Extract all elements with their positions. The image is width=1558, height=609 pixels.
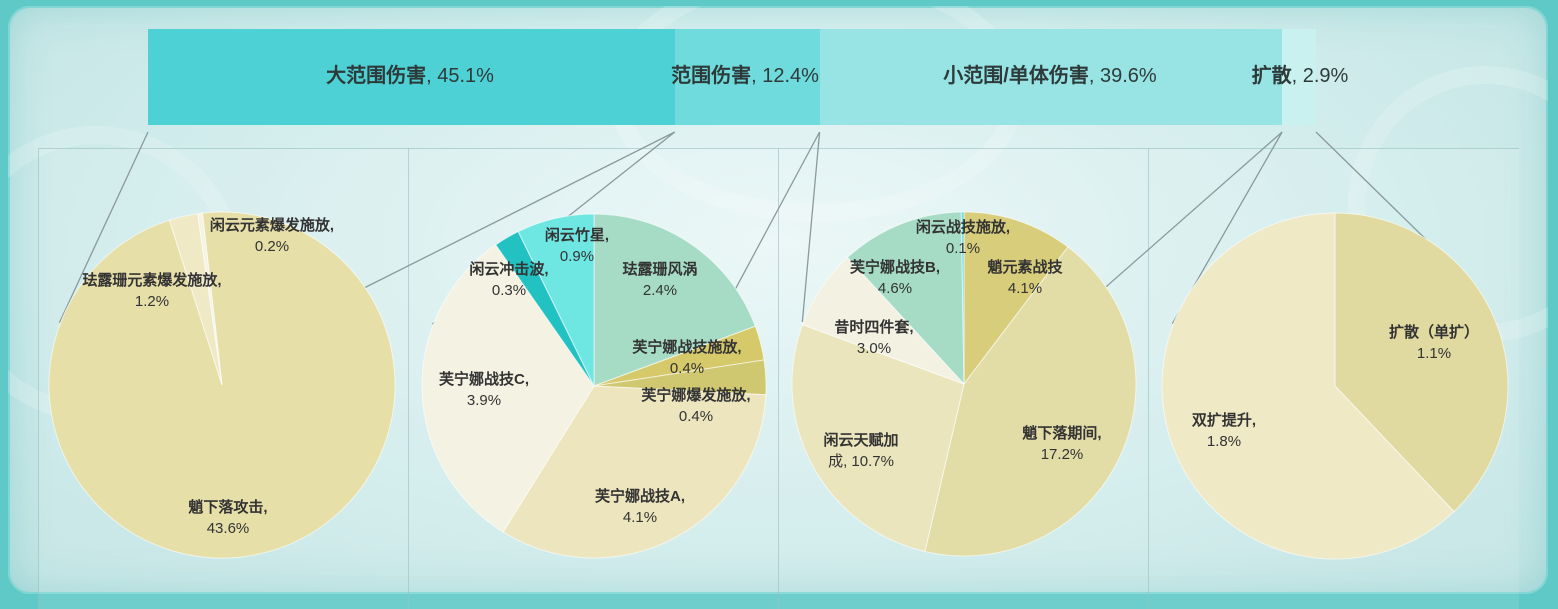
bar-segment: [819, 29, 1283, 125]
pie2-label-xianyun-shockwave: 闲云冲击波, 0.3%: [469, 261, 549, 299]
bar-segment: [674, 29, 820, 125]
pie-slice: [791, 324, 965, 553]
pie-slice: [846, 211, 965, 386]
pie3-label-xianyun-talent: 闲云天赋加 成, 10.7%: [823, 432, 899, 470]
bar-segment: [148, 29, 675, 125]
pie-swirl: [1161, 212, 1509, 560]
pie-slice: [502, 385, 767, 559]
pie4-label-double-swirl: 双扩提升, 1.8%: [1191, 412, 1257, 450]
pie2-label-furina-skill-c: 芙宁娜战技C, 3.9%: [438, 371, 529, 409]
pie-slice: [963, 211, 1069, 386]
bar-label-large-area: 大范围伤害, 45.1%: [326, 65, 494, 87]
pie-slice: [1161, 212, 1455, 560]
bar-segment: [1282, 29, 1316, 125]
pie3-label-xiao-plunge-period: 魈下落期间, 17.2%: [1022, 425, 1102, 463]
pie-small-area: [791, 211, 1137, 557]
pie2-label-furina-burst-cast: 芙宁娜爆发施放, 0.4%: [641, 387, 751, 425]
bar-label-swirl: 扩散, 2.9%: [1251, 65, 1349, 87]
pie-slice: [197, 212, 223, 386]
pie3-label-past-4pc: 昔时四件套, 3.0%: [834, 319, 914, 357]
pie1-label-xiao-plunge: 魈下落攻击, 43.6%: [188, 499, 268, 537]
pie-slice: [421, 244, 595, 533]
pie-slice: [517, 213, 595, 387]
connector-line: [1104, 131, 1283, 289]
pie2-label-faruzan-vortex: 珐露珊风涡 2.4%: [622, 261, 698, 299]
pie2-label-xianyun-star: 闲云竹星, 0.9%: [544, 227, 610, 265]
bar-label-area: 范围伤害, 12.4%: [671, 65, 819, 87]
pie1-label-xianyun-burst: 闲云元素爆发施放, 0.2%: [209, 217, 335, 255]
bar-label-small-area: 小范围/单体伤害, 39.6%: [943, 65, 1157, 87]
connector-line: [58, 131, 149, 323]
pie3-label-xiao-skill: 魈元素战技 4.1%: [987, 259, 1063, 297]
pie-slice: [1334, 212, 1509, 513]
pie-large-area: [48, 211, 396, 559]
pie3-label-furina-skill-b: 芙宁娜战技B, 4.6%: [849, 259, 940, 297]
pie2-label-furina-skill-a: 芙宁娜战技A, 4.1%: [594, 488, 685, 526]
connector-line: [363, 131, 676, 289]
connector-line: [801, 131, 821, 323]
pie1-label-faruzan-burst: 珐露珊元素爆发施放, 1.2%: [82, 272, 222, 310]
connector-line: [734, 131, 821, 290]
pie-area: [421, 213, 767, 559]
pie3-label-xianyun-skill-cast: 闲云战技施放, 0.1%: [915, 219, 1011, 257]
pie-slice: [593, 213, 756, 387]
pie2-label-furina-skill-cast: 芙宁娜战技施放, 0.4%: [632, 339, 742, 377]
pie-slice: [960, 211, 965, 385]
pie-slice: [924, 246, 1137, 557]
pie4-label-swirl-single: 扩散（单扩） 1.1%: [1388, 324, 1479, 362]
